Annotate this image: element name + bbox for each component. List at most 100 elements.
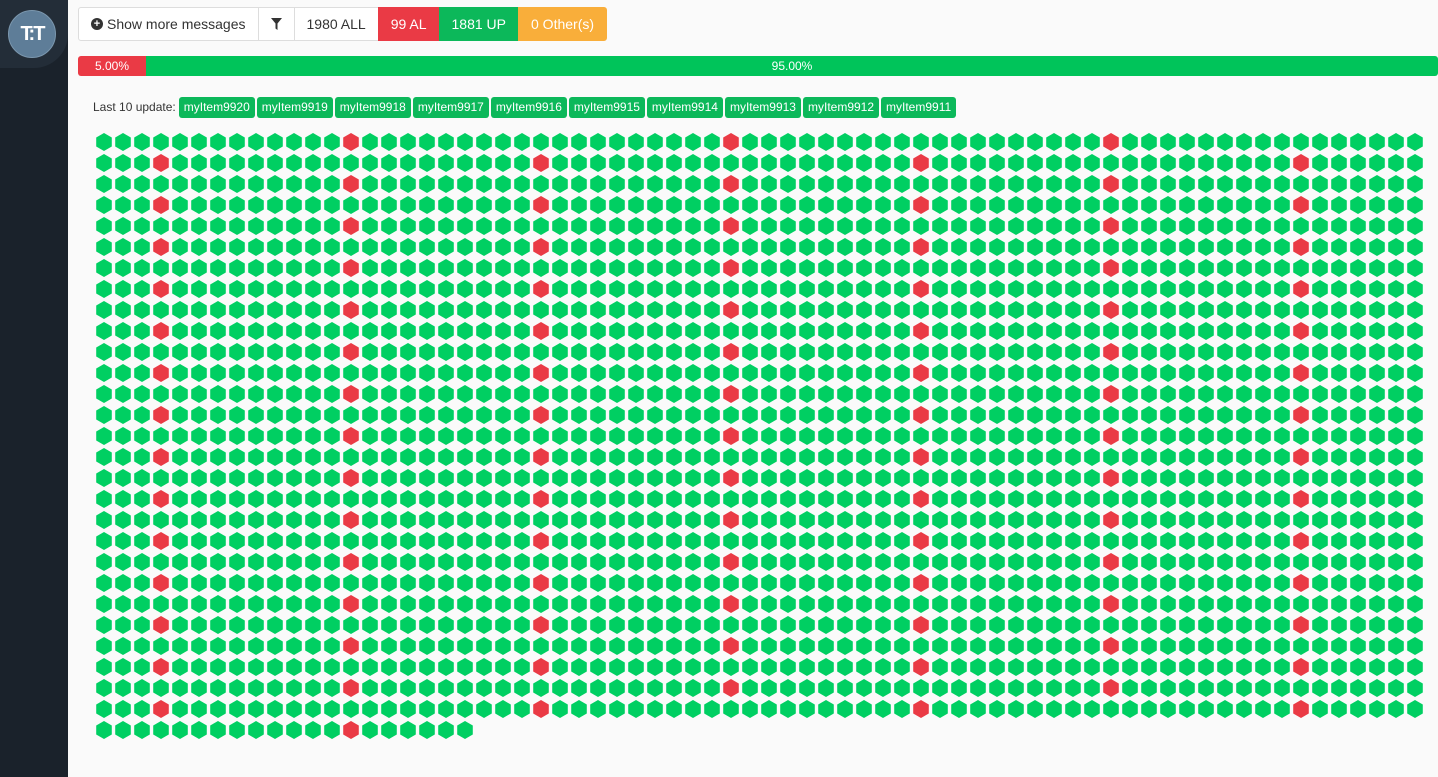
hex-cell-up[interactable]	[153, 175, 169, 193]
hex-cell-up[interactable]	[590, 343, 606, 361]
hex-cell-up[interactable]	[476, 427, 492, 445]
hex-cell-up[interactable]	[457, 490, 473, 508]
hex-cell-up[interactable]	[970, 259, 986, 277]
hex-cell-up[interactable]	[286, 175, 302, 193]
hex-cell-up[interactable]	[153, 427, 169, 445]
hex-cell-up[interactable]	[761, 658, 777, 676]
hex-cell-up[interactable]	[685, 154, 701, 172]
hex-cell-up[interactable]	[1350, 301, 1366, 319]
hex-cell-up[interactable]	[419, 511, 435, 529]
hex-cell-up[interactable]	[267, 364, 283, 382]
hex-cell-up[interactable]	[742, 301, 758, 319]
hex-cell-up[interactable]	[628, 490, 644, 508]
hex-cell-up[interactable]	[951, 658, 967, 676]
hex-cell-up[interactable]	[1217, 700, 1233, 718]
hex-cell-up[interactable]	[875, 259, 891, 277]
hex-cell-up[interactable]	[571, 343, 587, 361]
hex-cell-up[interactable]	[552, 343, 568, 361]
last-update-item[interactable]: myItem9916	[490, 96, 567, 118]
hex-cell-up[interactable]	[1350, 490, 1366, 508]
hex-cell-up[interactable]	[153, 595, 169, 613]
hex-cell-up[interactable]	[647, 133, 663, 151]
hex-cell-up[interactable]	[1160, 427, 1176, 445]
hex-cell-up[interactable]	[438, 616, 454, 634]
hex-cell-up[interactable]	[590, 616, 606, 634]
hex-cell-alert[interactable]	[1293, 280, 1309, 298]
hex-cell-up[interactable]	[134, 217, 150, 235]
hex-cell-up[interactable]	[1046, 448, 1062, 466]
hex-cell-up[interactable]	[571, 679, 587, 697]
hex-cell-up[interactable]	[742, 406, 758, 424]
hex-cell-up[interactable]	[837, 406, 853, 424]
hex-cell-up[interactable]	[1046, 679, 1062, 697]
hex-cell-up[interactable]	[1217, 658, 1233, 676]
hex-cell-up[interactable]	[932, 427, 948, 445]
hex-cell-up[interactable]	[134, 721, 150, 739]
hex-cell-up[interactable]	[704, 511, 720, 529]
hex-cell-up[interactable]	[609, 448, 625, 466]
hex-cell-up[interactable]	[248, 658, 264, 676]
hex-cell-up[interactable]	[1331, 553, 1347, 571]
hex-cell-up[interactable]	[1141, 364, 1157, 382]
hex-cell-up[interactable]	[875, 490, 891, 508]
hex-cell-alert[interactable]	[153, 700, 169, 718]
hex-cell-up[interactable]	[229, 196, 245, 214]
hex-cell-up[interactable]	[552, 595, 568, 613]
hex-cell-alert[interactable]	[533, 238, 549, 256]
hex-cell-up[interactable]	[172, 301, 188, 319]
hex-cell-up[interactable]	[267, 616, 283, 634]
hex-cell-up[interactable]	[932, 175, 948, 193]
hex-cell-up[interactable]	[210, 343, 226, 361]
hex-cell-alert[interactable]	[913, 280, 929, 298]
hex-cell-up[interactable]	[229, 406, 245, 424]
hex-cell-up[interactable]	[514, 322, 530, 340]
hex-cell-up[interactable]	[305, 343, 321, 361]
hex-cell-up[interactable]	[780, 511, 796, 529]
hex-cell-up[interactable]	[1255, 658, 1271, 676]
hex-cell-up[interactable]	[362, 658, 378, 676]
hex-cell-up[interactable]	[1160, 259, 1176, 277]
hex-cell-up[interactable]	[134, 511, 150, 529]
hex-cell-up[interactable]	[514, 553, 530, 571]
hex-cell-up[interactable]	[1084, 385, 1100, 403]
hex-cell-up[interactable]	[115, 427, 131, 445]
hex-cell-up[interactable]	[970, 448, 986, 466]
hex-cell-up[interactable]	[1388, 469, 1404, 487]
hex-cell-up[interactable]	[419, 364, 435, 382]
hex-cell-up[interactable]	[1046, 385, 1062, 403]
hex-cell-up[interactable]	[913, 511, 929, 529]
hex-cell-up[interactable]	[1160, 511, 1176, 529]
hex-cell-up[interactable]	[780, 322, 796, 340]
hex-cell-up[interactable]	[343, 700, 359, 718]
hex-cell-up[interactable]	[571, 490, 587, 508]
hex-cell-up[interactable]	[1274, 364, 1290, 382]
hex-cell-up[interactable]	[1084, 679, 1100, 697]
hex-cell-up[interactable]	[457, 406, 473, 424]
hex-cell-up[interactable]	[742, 700, 758, 718]
hex-cell-up[interactable]	[229, 133, 245, 151]
hex-cell-up[interactable]	[818, 427, 834, 445]
hex-cell-up[interactable]	[685, 616, 701, 634]
hex-cell-up[interactable]	[590, 469, 606, 487]
hex-cell-up[interactable]	[704, 427, 720, 445]
hex-cell-up[interactable]	[780, 175, 796, 193]
hex-cell-up[interactable]	[324, 196, 340, 214]
hex-cell-up[interactable]	[1217, 133, 1233, 151]
hex-cell-up[interactable]	[818, 217, 834, 235]
hex-cell-up[interactable]	[666, 511, 682, 529]
hex-cell-up[interactable]	[514, 595, 530, 613]
hex-cell-alert[interactable]	[343, 511, 359, 529]
hex-cell-up[interactable]	[1331, 154, 1347, 172]
hex-cell-up[interactable]	[1122, 595, 1138, 613]
hex-cell-up[interactable]	[400, 154, 416, 172]
hex-cell-up[interactable]	[818, 175, 834, 193]
hex-cell-up[interactable]	[1103, 280, 1119, 298]
hex-cell-up[interactable]	[210, 721, 226, 739]
hex-cell-up[interactable]	[476, 532, 492, 550]
hex-cell-up[interactable]	[780, 427, 796, 445]
hex-cell-up[interactable]	[704, 175, 720, 193]
hex-cell-up[interactable]	[400, 385, 416, 403]
last-update-item[interactable]: myItem9913	[724, 96, 801, 118]
hex-cell-up[interactable]	[875, 175, 891, 193]
hex-cell-up[interactable]	[1122, 700, 1138, 718]
